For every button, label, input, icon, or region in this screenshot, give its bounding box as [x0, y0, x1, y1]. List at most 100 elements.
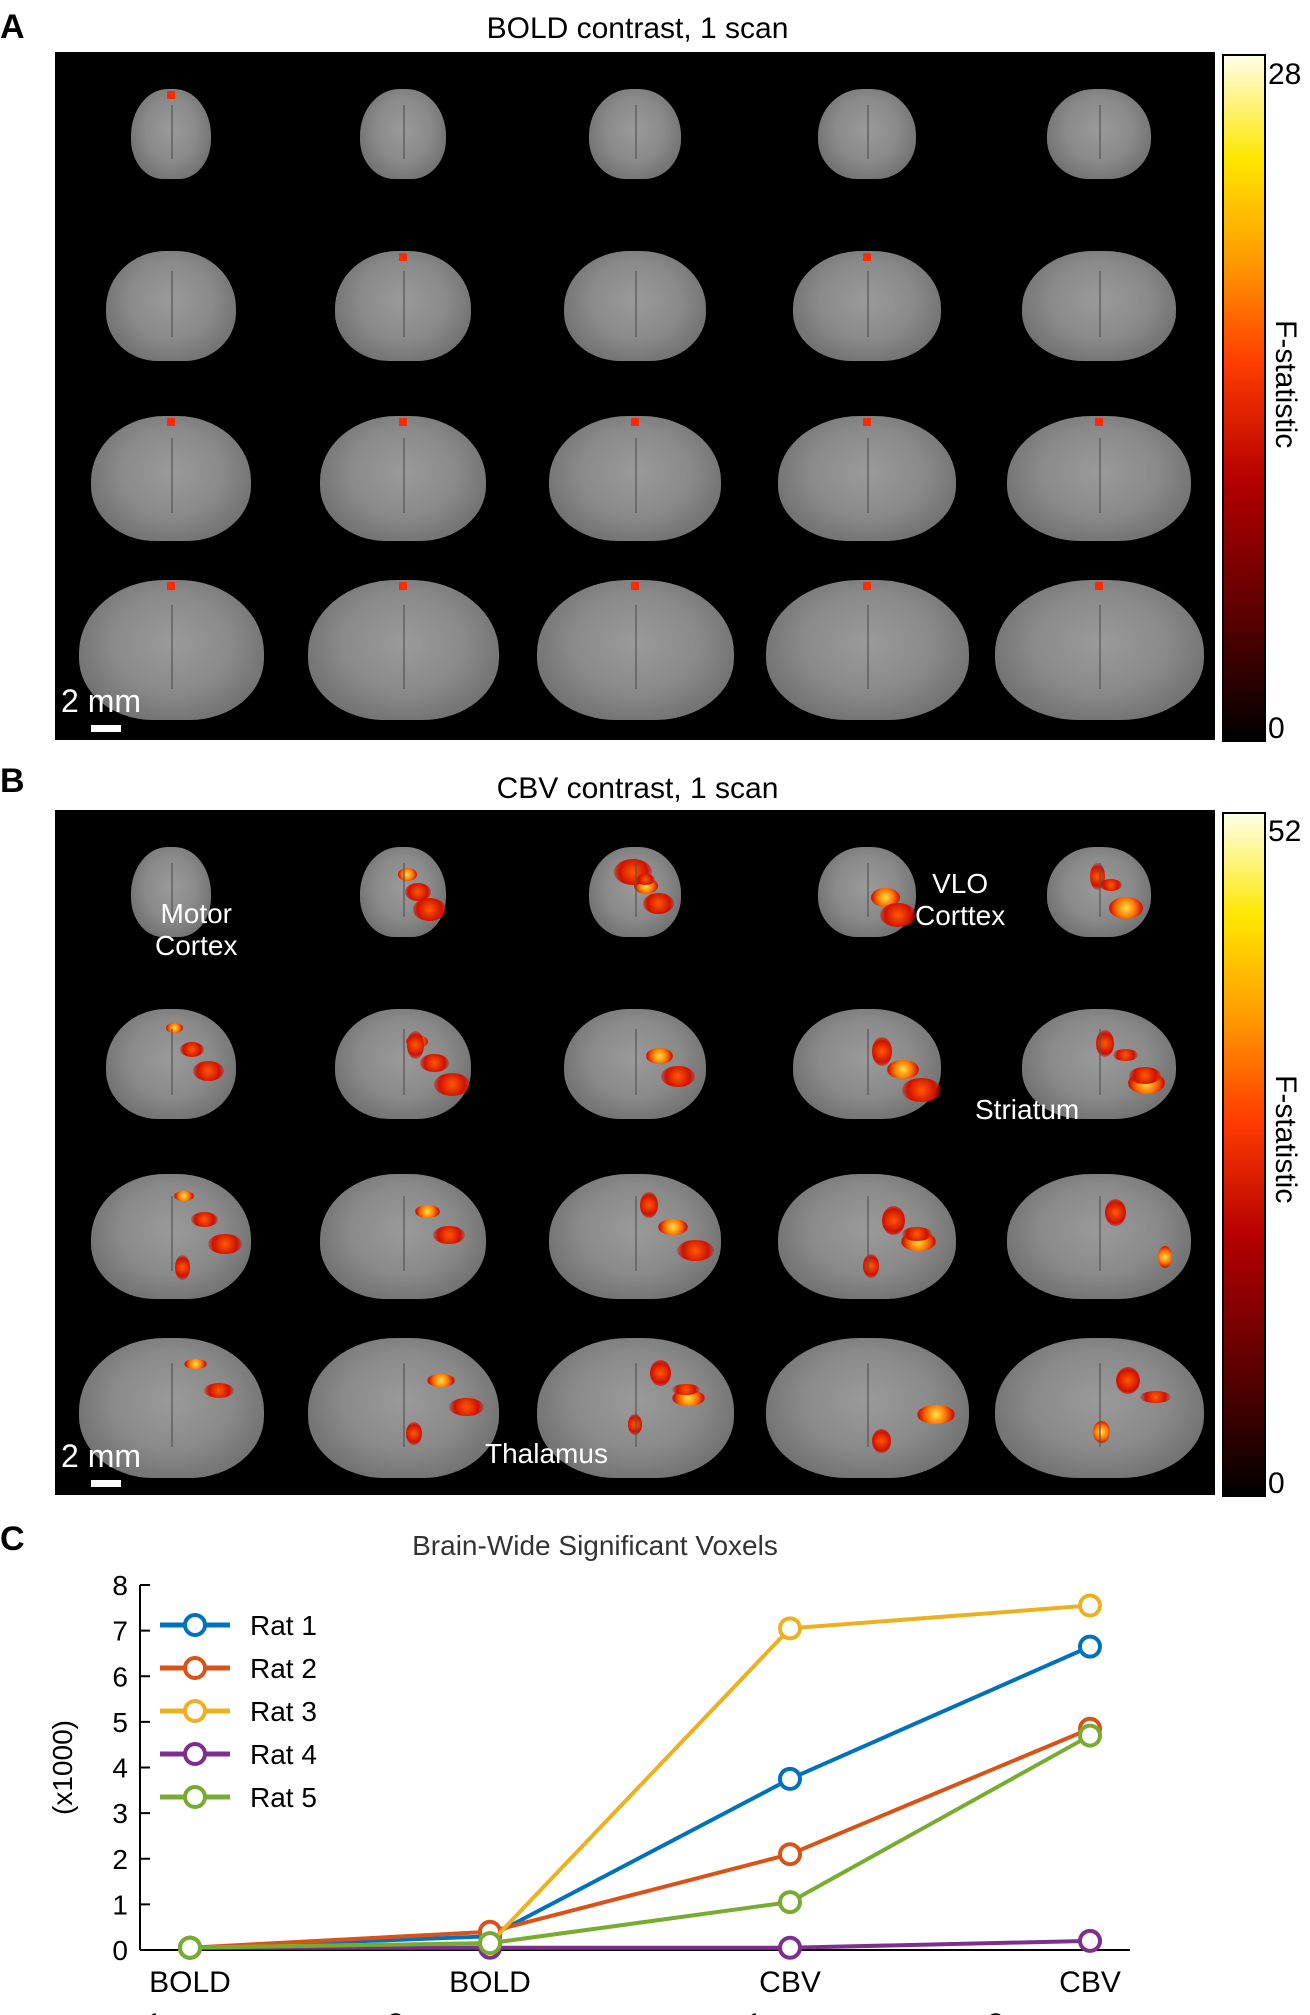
chart-title: Brain-Wide Significant Voxels [412, 1530, 778, 1561]
data-point [778, 1935, 802, 1960]
cbv-activation-blob [173, 1191, 194, 1201]
data-point [1078, 1593, 1102, 1618]
cbv-brain-slice [335, 1009, 471, 1119]
cbv-activation-blob [166, 1023, 184, 1034]
cbv-activation-blob [448, 1398, 484, 1417]
series-line-2 [189, 1726, 1091, 1950]
bold-brain-slice [307, 580, 499, 720]
x-tick-label: BOLD [149, 1966, 231, 1999]
x-tick-label: 3 scan average [987, 2008, 1192, 2015]
cbv-activation-blob [901, 1227, 932, 1242]
bold-activation-blob [863, 253, 871, 261]
y-tick-label: 5 [112, 1707, 128, 1738]
bold-activation-blob [1095, 582, 1103, 590]
panel-b-title: CBV contrast, 1 scan [496, 772, 779, 805]
cbv-brain-slice [765, 1338, 969, 1478]
striatum-annotation: Striatum [975, 1094, 1080, 1125]
panel-b-scale-bar [91, 1480, 121, 1487]
bold-activation-blob [167, 582, 175, 590]
bold-brain-slice [536, 580, 734, 720]
vlo-cortex-annotation: VLO Corttex [915, 868, 1006, 931]
bold-activation-blob [167, 417, 175, 426]
legend-marker-4 [183, 1742, 207, 1766]
y-tick-label: 1 [112, 1889, 128, 1920]
bold-brain-slice [360, 89, 446, 179]
cbv-activation-blob [642, 892, 674, 914]
legend-label-3: Rat 3 [250, 1696, 317, 1727]
bold-activation-blob [631, 417, 639, 426]
bold-brain-slice [131, 89, 211, 179]
panel-b-colorbar-max: 52 [1268, 815, 1302, 848]
y-tick-label: 3 [112, 1798, 128, 1829]
x-tick-label: BOLD [449, 1966, 531, 1999]
legend-marker-3 [183, 1699, 207, 1723]
panel-c-letter: C [0, 1520, 25, 1558]
cbv-activation-blob [882, 1206, 906, 1235]
cbv-activation-blob [672, 1384, 701, 1396]
y-tick-label: 8 [112, 1570, 128, 1601]
panel-b-colorbar-min: 0 [1268, 1467, 1285, 1500]
cbv-activation-blob [419, 1054, 449, 1073]
cbv-activation-blob [676, 1239, 714, 1261]
cbv-brain-slice [307, 1338, 499, 1478]
cbv-activation-blob [1096, 1029, 1115, 1057]
bold-brain-slice [1047, 89, 1151, 179]
panel-a-letter: A [0, 8, 25, 46]
bold-activation-blob [167, 91, 175, 99]
cbv-brain-slice [91, 1173, 251, 1299]
panel-a-scale-label: 2 mm [61, 683, 141, 719]
bold-activation-blob [1095, 417, 1103, 426]
bold-brain-slice [78, 580, 264, 720]
panel-a-colorbar-min: 0 [1268, 712, 1285, 745]
data-point [778, 1842, 802, 1867]
data-point [1078, 1634, 1102, 1659]
cbv-activation-blob [204, 1382, 235, 1398]
cbv-activation-blob [660, 1066, 695, 1088]
panel-b-colorbar [1222, 812, 1266, 1497]
legend-marker-5 [183, 1785, 207, 1809]
cbv-brain-slice [106, 1009, 236, 1119]
series-line-5 [189, 1733, 1091, 1950]
cbv-activation-blob [902, 1078, 942, 1103]
cbv-activation-blob [1158, 1246, 1173, 1268]
cbv-activation-blob [191, 1212, 219, 1228]
panel-a-colorbar [1222, 54, 1266, 742]
motor-cortex-annotation: Motor Cortex [155, 898, 238, 961]
legend-label-4: Rat 4 [250, 1739, 317, 1770]
cbv-activation-blob [1129, 1067, 1162, 1085]
series-line-3 [189, 1603, 1091, 1950]
bold-activation-blob [631, 582, 639, 590]
panel-b-colorbar-label: F-statistic [1269, 1075, 1302, 1204]
cbv-activation-blob [406, 1031, 424, 1059]
data-point [778, 1766, 802, 1791]
legend-marker-2 [183, 1656, 207, 1680]
cbv-activation-blob [397, 867, 417, 881]
panel-a-colorbar-max: 28 [1268, 58, 1302, 91]
bold-brain-slice [793, 251, 941, 361]
cbv-activation-blob [1092, 1420, 1110, 1443]
cbv-brain-slice [360, 847, 447, 937]
legend-label-2: Rat 2 [250, 1653, 317, 1684]
cbv-activation-blob [415, 1204, 441, 1218]
cbv-brain-slice [1022, 1009, 1176, 1119]
data-point [1078, 1723, 1102, 1748]
data-point [478, 1931, 502, 1956]
cbv-activation-blob [628, 1413, 642, 1435]
bold-brain-slice [106, 251, 236, 361]
cbv-activation-blob [871, 887, 901, 907]
cbv-activation-blob [657, 1218, 688, 1235]
bold-brain-slice [589, 89, 681, 179]
cbv-activation-blob [1139, 1391, 1171, 1404]
cbv-activation-blob [635, 874, 655, 885]
y-tick-label: 0 [112, 1935, 128, 1966]
cbv-activation-blob [871, 1429, 891, 1453]
cbv-activation-blob [208, 1233, 243, 1254]
cbv-activation-blob [880, 902, 917, 927]
panel-a-title: BOLD contrast, 1 scan [486, 12, 789, 45]
cbv-activation-blob [862, 1253, 879, 1278]
data-point [1078, 1928, 1102, 1953]
bold-brain-slice [994, 580, 1204, 720]
panel-a-colorbar-label: F-statistic [1269, 320, 1302, 449]
panel-b-image: 2 mm Motor Cortex VLO Corttex Striatum Thala… [55, 810, 1215, 1495]
bold-activation-blob [863, 417, 871, 426]
